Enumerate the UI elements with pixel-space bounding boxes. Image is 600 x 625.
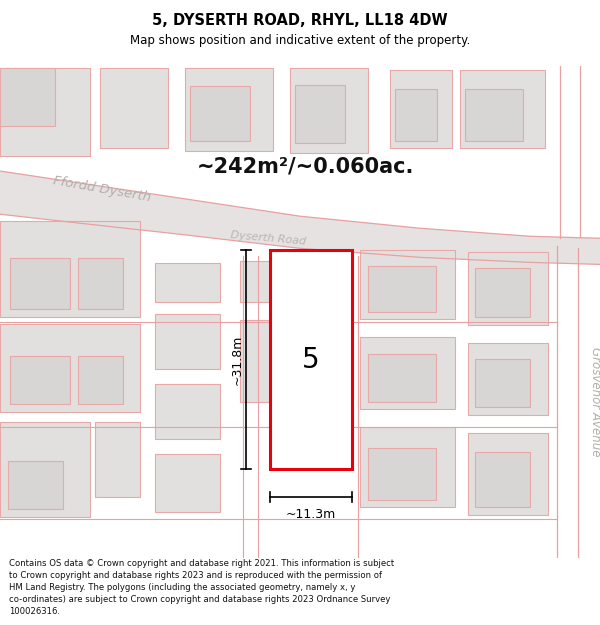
Bar bbox=[0, 221, 140, 317]
Text: Ffordd Dyserth: Ffordd Dyserth bbox=[52, 174, 152, 204]
Bar bbox=[360, 427, 455, 508]
Bar bbox=[0, 68, 90, 156]
Bar bbox=[0, 324, 140, 412]
Bar bbox=[155, 314, 220, 369]
Bar bbox=[185, 68, 273, 151]
Bar bbox=[10, 356, 70, 404]
Polygon shape bbox=[0, 171, 600, 264]
Bar bbox=[240, 261, 280, 301]
Text: ~242m²/~0.060ac.: ~242m²/~0.060ac. bbox=[196, 156, 413, 176]
Bar bbox=[100, 68, 168, 148]
Bar bbox=[390, 69, 452, 148]
Text: ~31.8m: ~31.8m bbox=[230, 334, 244, 385]
Bar bbox=[10, 258, 70, 309]
Bar bbox=[395, 89, 437, 141]
Text: ~11.3m: ~11.3m bbox=[286, 508, 336, 521]
Bar bbox=[78, 356, 123, 404]
Text: Contains OS data © Crown copyright and database right 2021. This information is : Contains OS data © Crown copyright and d… bbox=[9, 559, 394, 616]
Bar bbox=[468, 433, 548, 516]
Bar bbox=[475, 359, 530, 407]
Text: Grosvenor Avenue: Grosvenor Avenue bbox=[589, 347, 600, 457]
Bar bbox=[360, 251, 455, 319]
Text: Map shows position and indicative extent of the property.: Map shows position and indicative extent… bbox=[130, 34, 470, 48]
Text: Dyserth Road: Dyserth Road bbox=[230, 230, 307, 247]
Bar bbox=[468, 342, 548, 415]
Bar bbox=[155, 454, 220, 512]
Bar bbox=[475, 452, 530, 508]
Bar bbox=[368, 266, 436, 311]
Bar bbox=[360, 337, 455, 409]
Bar bbox=[290, 68, 368, 153]
Bar bbox=[368, 354, 436, 402]
Bar bbox=[295, 85, 345, 143]
Bar bbox=[465, 89, 523, 141]
Bar bbox=[460, 69, 545, 148]
Bar bbox=[78, 258, 123, 309]
Bar bbox=[95, 422, 140, 498]
Bar bbox=[240, 319, 280, 402]
Bar bbox=[190, 86, 250, 141]
Bar bbox=[368, 448, 436, 500]
Bar bbox=[155, 263, 220, 301]
Bar bbox=[475, 268, 530, 317]
Bar bbox=[468, 253, 548, 324]
Bar bbox=[8, 461, 63, 509]
Bar bbox=[0, 68, 55, 126]
Bar bbox=[270, 251, 352, 469]
Bar bbox=[155, 384, 220, 439]
Text: 5: 5 bbox=[302, 346, 320, 374]
Text: 5, DYSERTH ROAD, RHYL, LL18 4DW: 5, DYSERTH ROAD, RHYL, LL18 4DW bbox=[152, 13, 448, 28]
Bar bbox=[0, 422, 90, 518]
